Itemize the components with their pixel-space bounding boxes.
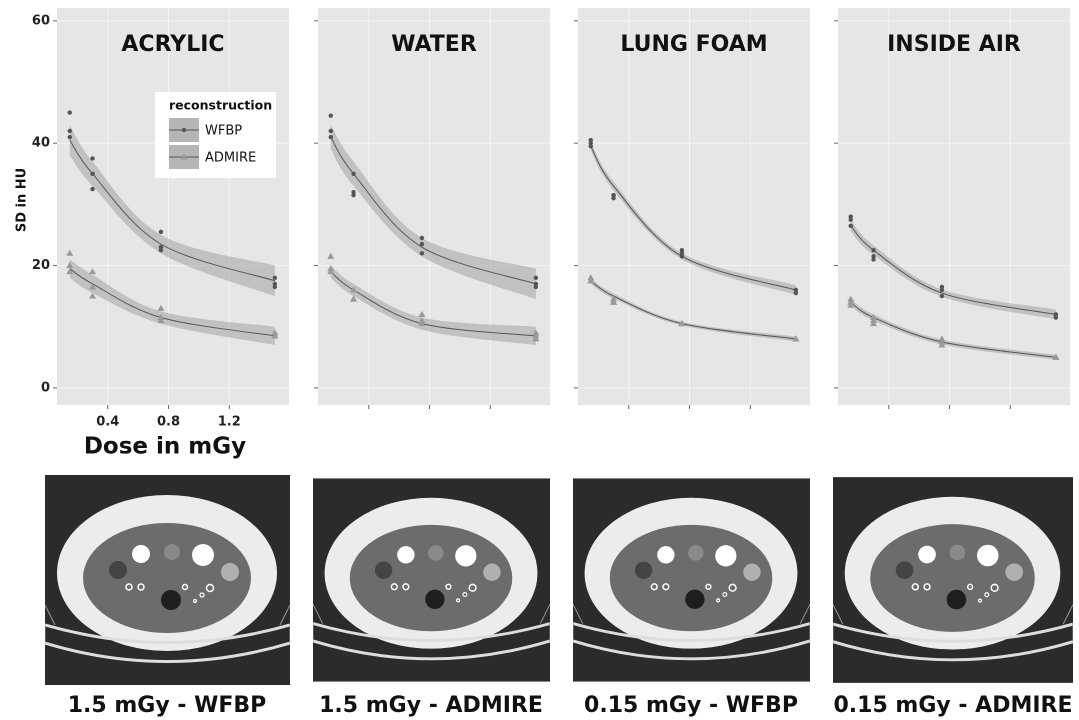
data-point [159, 230, 163, 234]
data-point [871, 248, 875, 252]
data-point [589, 144, 593, 148]
data-point [329, 129, 333, 133]
data-point [68, 135, 72, 139]
data-point [680, 254, 684, 258]
data-point [940, 294, 944, 298]
x-tick-label: 0.8 [157, 415, 180, 430]
data-point [329, 113, 333, 117]
image-caption: 0.15 mGy - ADMIRE [833, 693, 1072, 718]
data-point [420, 251, 424, 255]
panel-title: WATER [391, 32, 477, 57]
data-point [273, 285, 277, 289]
data-point [90, 156, 94, 160]
data-point [794, 291, 798, 295]
legend-label: WFBP [205, 124, 242, 139]
data-point [420, 242, 424, 246]
data-point [1054, 315, 1058, 319]
ct-image [313, 478, 550, 681]
panel-title: LUNG FOAM [620, 32, 767, 57]
data-point [534, 285, 538, 289]
x-axis-title: Dose in mGy [84, 434, 246, 460]
data-point [159, 248, 163, 252]
legend-title: reconstruction [169, 98, 272, 113]
legend-marker [182, 128, 186, 132]
data-point [940, 288, 944, 292]
x-tick-label: 0.4 [96, 415, 119, 430]
y-tick-label: 0 [41, 380, 50, 395]
data-point [871, 257, 875, 261]
image-caption: 0.15 mGy - WFBP [584, 693, 798, 718]
ct-image [573, 478, 810, 681]
panel-background [318, 8, 550, 405]
data-point [90, 172, 94, 176]
data-point [351, 193, 355, 197]
panel-title: ACRYLIC [121, 32, 224, 57]
figure: 1.5 mGy - WFBP 1.5 mGy - ADMIRE 0.15 mGy… [0, 0, 1079, 720]
ct-image [833, 477, 1073, 683]
panel-background [57, 8, 289, 405]
legend-label: ADMIRE [205, 151, 256, 166]
y-tick-label: 60 [32, 13, 50, 28]
y-tick-label: 20 [32, 258, 50, 273]
data-point [351, 172, 355, 176]
y-axis-title: SD in HU [15, 168, 30, 232]
page: {"chart_data": [ {"type": "scatter", "ti… [0, 0, 1079, 720]
data-point [329, 135, 333, 139]
data-point [849, 217, 853, 221]
data-point [68, 110, 72, 114]
panel-background [578, 8, 810, 405]
data-point [68, 129, 72, 133]
data-point [534, 276, 538, 280]
ct-image [45, 475, 290, 685]
data-point [611, 196, 615, 200]
panel-title: INSIDE AIR [887, 32, 1021, 57]
image-caption: 1.5 mGy - ADMIRE [319, 693, 543, 718]
y-tick-label: 40 [32, 136, 50, 151]
image-caption: 1.5 mGy - WFBP [68, 693, 267, 718]
data-point [273, 276, 277, 280]
data-point [849, 224, 853, 228]
data-point [90, 187, 94, 191]
data-point [420, 236, 424, 240]
x-tick-label: 1.2 [218, 415, 241, 430]
